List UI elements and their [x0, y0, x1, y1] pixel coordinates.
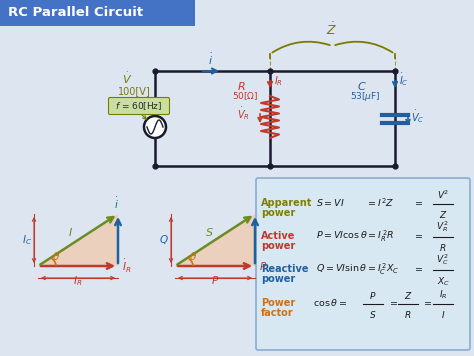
- Text: $R$: $R$: [237, 80, 246, 92]
- Text: power: power: [261, 274, 295, 284]
- Text: $\theta$: $\theta$: [190, 250, 198, 262]
- Text: power: power: [261, 208, 295, 218]
- FancyBboxPatch shape: [256, 178, 470, 350]
- Text: 50[$\Omega$]: 50[$\Omega$]: [232, 90, 259, 102]
- Text: $Q$: $Q$: [159, 234, 169, 246]
- Text: Apparent: Apparent: [261, 198, 312, 208]
- Text: $I_R$: $I_R$: [439, 288, 447, 301]
- Text: $Q = VI\sin\theta = I_C^{\,2}X_C$: $Q = VI\sin\theta = I_C^{\,2}X_C$: [316, 261, 399, 277]
- Text: $f$ = 60[Hz]: $f$ = 60[Hz]: [115, 100, 163, 112]
- Text: $R$: $R$: [439, 242, 447, 253]
- Text: Reactive: Reactive: [261, 264, 309, 274]
- Text: Power: Power: [261, 298, 295, 308]
- Text: $\dot{V}_R$: $\dot{V}_R$: [237, 105, 250, 122]
- Text: $X_C$: $X_C$: [437, 275, 449, 288]
- Text: $=$: $=$: [388, 298, 399, 308]
- Text: $R$: $R$: [404, 309, 412, 320]
- Text: $I$: $I$: [68, 226, 73, 238]
- Text: $\cos\theta=$: $\cos\theta=$: [313, 298, 347, 309]
- Text: $P$: $P$: [211, 274, 219, 286]
- Text: $S = VI$: $S = VI$: [316, 198, 345, 209]
- Text: $=$: $=$: [413, 265, 424, 273]
- Text: $=$: $=$: [413, 199, 424, 208]
- Text: $\theta$: $\theta$: [53, 250, 61, 262]
- Text: RC Parallel Circuit: RC Parallel Circuit: [8, 6, 143, 20]
- Text: $V_C^{\,2}$: $V_C^{\,2}$: [437, 252, 450, 267]
- Text: $\dot{V}$: $\dot{V}$: [122, 71, 132, 86]
- Text: $C$: $C$: [357, 80, 367, 92]
- Text: $=$: $=$: [422, 298, 433, 308]
- Text: $P$: $P$: [369, 290, 377, 301]
- FancyBboxPatch shape: [109, 98, 170, 115]
- Text: 100[V]: 100[V]: [118, 86, 151, 96]
- Text: $\dot{i}$: $\dot{i}$: [209, 52, 213, 67]
- Text: $P = VI\cos\theta = I_R^{\,2}R$: $P = VI\cos\theta = I_R^{\,2}R$: [316, 229, 394, 244]
- Text: 53[$\mu$F]: 53[$\mu$F]: [350, 90, 381, 103]
- Polygon shape: [38, 214, 118, 266]
- Text: $=$: $=$: [413, 231, 424, 241]
- Text: $I_C$: $I_C$: [22, 233, 32, 247]
- Text: $V_R^{\,2}$: $V_R^{\,2}$: [437, 219, 450, 234]
- Text: power: power: [261, 241, 295, 251]
- Text: $P$: $P$: [259, 260, 267, 272]
- Polygon shape: [175, 214, 255, 266]
- Text: $\dot{I}_R$: $\dot{I}_R$: [122, 257, 131, 274]
- Text: $Z$: $Z$: [439, 209, 447, 220]
- Text: $S$: $S$: [369, 309, 377, 320]
- Text: $\dot{I}_C$: $\dot{I}_C$: [399, 71, 409, 88]
- Text: $\dot{i}$: $\dot{i}$: [114, 196, 118, 211]
- Text: factor: factor: [261, 308, 293, 318]
- Text: $Z$: $Z$: [404, 290, 412, 301]
- Text: $I$: $I$: [441, 309, 445, 320]
- Text: Active: Active: [261, 231, 295, 241]
- Text: $S$: $S$: [205, 226, 214, 238]
- Text: $\dot{I}_R$: $\dot{I}_R$: [274, 71, 283, 88]
- Circle shape: [144, 116, 166, 138]
- Bar: [0, 0, 195, 26]
- Text: $\dot{V}_C$: $\dot{V}_C$: [411, 108, 424, 125]
- Text: $= I^2Z$: $= I^2Z$: [366, 197, 394, 209]
- Text: $I_R$: $I_R$: [73, 274, 82, 288]
- Text: $\dot{Z}$: $\dot{Z}$: [327, 21, 337, 38]
- Text: $V^2$: $V^2$: [437, 189, 449, 201]
